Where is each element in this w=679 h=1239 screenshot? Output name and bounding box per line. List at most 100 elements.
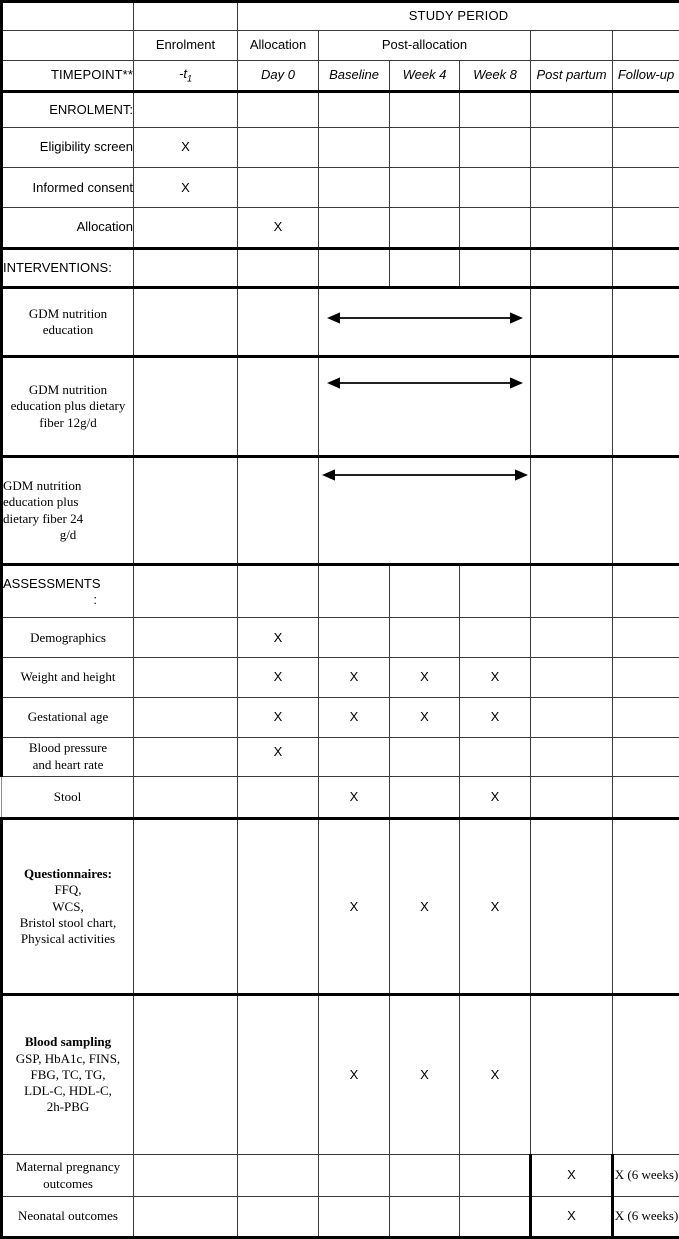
timepoint-enrolment-text: -t <box>179 66 187 82</box>
mark-allocation-allocation: X <box>237 207 319 250</box>
cell-maternal-baseline <box>318 1154 390 1198</box>
row-eligibility-screen: Eligibility screen X <box>0 126 679 169</box>
mark-maternal-follow-up: X (6 weeks) <box>610 1154 679 1198</box>
row-allocation: Allocation X <box>0 207 679 250</box>
mark-weight-week4: X <box>389 657 460 698</box>
row-section-assessments: ASSESSMENTS : <box>0 564 679 619</box>
cell-interventions-enrolment <box>133 247 238 288</box>
row-section-interventions: INTERVENTIONS: <box>0 247 679 288</box>
header-post-allocation: Post-allocation <box>318 29 531 62</box>
label-gestational-age: Gestational age <box>0 696 134 738</box>
cell-bp-baseline <box>318 736 390 777</box>
mark-weight-allocation: X <box>237 657 319 698</box>
double-arrow-icon <box>326 312 523 324</box>
intervention-2-line-2: education plus dietary <box>10 398 126 414</box>
mark-demographics-allocation: X <box>237 617 319 659</box>
cell-consent-allocation <box>237 167 319 209</box>
cell-enrolment-week8 <box>459 89 531 128</box>
label-neonatal-outcomes: Neonatal outcomes <box>0 1196 134 1239</box>
cell-int3-allocation <box>237 455 319 567</box>
arrow-intervention-3 <box>318 455 531 567</box>
cell-quest-enrolment <box>133 817 238 995</box>
cell-eligibility-allocation <box>237 126 319 169</box>
row-gestational-age: Gestational age X X X X <box>0 696 679 738</box>
cell-int1-post-partum <box>530 285 613 358</box>
cell-int1-enrolment <box>133 285 238 358</box>
cell-demographics-enrolment <box>133 617 238 659</box>
cell-bp-week8 <box>459 736 531 777</box>
maternal-line-2: outcomes <box>43 1175 93 1191</box>
cell-allocation-week8 <box>459 207 531 250</box>
timepoint-week8: Week 8 <box>459 60 531 93</box>
cell-maternal-enrolment <box>133 1154 238 1198</box>
cell-bp-week4 <box>389 736 460 777</box>
cell-interventions-week8 <box>459 247 531 288</box>
mark-gest-allocation: X <box>237 696 319 738</box>
intervention-1-line-2: education <box>42 321 94 337</box>
label-blood-sampling: Blood sampling GSP, HbA1c, FINS, FBG, TC… <box>0 992 134 1156</box>
mark-bp-allocation: X <box>237 736 319 777</box>
cell-maternal-allocation <box>237 1154 319 1198</box>
cell-blood-allocation <box>237 992 319 1156</box>
cell-int2-enrolment <box>133 355 238 458</box>
cell-assess-allocation <box>237 564 319 619</box>
cell-consent-post-partum <box>530 167 613 209</box>
arrow-intervention-2 <box>318 355 531 458</box>
blood-sampling-line-2: FBG, TC, TG, <box>30 1066 106 1082</box>
label-intervention-fiber12: GDM nutrition education plus dietary fib… <box>0 355 134 458</box>
cell-quest-allocation <box>237 817 319 995</box>
row-maternal-outcomes: Maternal pregnancy outcomes X X (6 weeks… <box>0 1154 679 1198</box>
maternal-line-1: Maternal pregnancy <box>15 1159 121 1175</box>
cell-demographics-post-partum <box>530 617 613 659</box>
cell-blood-enrolment <box>133 992 238 1156</box>
cell-consent-week4 <box>389 167 460 209</box>
header-blank-follow-up <box>611 29 679 62</box>
cell-weight-follow-up <box>611 657 679 698</box>
blood-pressure-line-1: Blood pressure <box>28 740 108 756</box>
cell-assess-week8 <box>459 564 531 619</box>
mark-quest-week4: X <box>389 817 460 995</box>
cell-blood-follow-up <box>611 992 679 1156</box>
cell-eligibility-week8 <box>459 126 531 169</box>
arrow-intervention-1 <box>318 285 531 358</box>
cell-stool-enrolment <box>133 775 238 820</box>
timepoint-week4: Week 4 <box>389 60 460 93</box>
cell-interventions-post-partum <box>530 247 613 288</box>
mark-consent-enrolment: X <box>133 167 238 209</box>
mark-maternal-post-partum: X <box>529 1154 613 1198</box>
cell-quest-post-partum <box>530 817 613 995</box>
cell-assess-enrolment <box>133 564 238 619</box>
label-questionnaires: Questionnaires: FFQ, WCS, Bristol stool … <box>0 817 134 995</box>
intervention-3-line-2: education plus <box>3 494 79 510</box>
questionnaires-title: Questionnaires: <box>24 866 112 882</box>
timepoint-baseline: Baseline <box>318 60 390 93</box>
cell-enrolment-follow-up <box>611 89 679 128</box>
label-maternal-outcomes: Maternal pregnancy outcomes <box>0 1154 134 1198</box>
mark-blood-baseline: X <box>318 992 390 1156</box>
blood-sampling-line-1: GSP, HbA1c, FINS, <box>15 1050 121 1066</box>
label-intervention-fiber24: GDM nutrition education plus dietary fib… <box>0 455 134 567</box>
cell-interventions-follow-up <box>611 247 679 288</box>
header-row-timepoints: TIMEPOINT** -t1 Day 0 Baseline Week 4 We… <box>0 60 679 93</box>
cell-allocation-follow-up <box>611 207 679 250</box>
cell-demographics-baseline <box>318 617 390 659</box>
label-demographics: Demographics <box>0 617 134 659</box>
cell-eligibility-week4 <box>389 126 460 169</box>
row-informed-consent: Informed consent X <box>0 167 679 209</box>
timepoint-follow-up: Follow-up <box>611 60 679 93</box>
cell-allocation-enrolment <box>133 207 238 250</box>
label-stool: Stool <box>1 775 134 820</box>
mark-quest-baseline: X <box>318 817 390 995</box>
questionnaires-line-4: Physical activities <box>20 931 116 947</box>
mark-weight-baseline: X <box>318 657 390 698</box>
mark-eligibility-enrolment: X <box>133 126 238 169</box>
cell-assess-follow-up <box>611 564 679 619</box>
intervention-2-line-1: GDM nutrition <box>28 382 108 398</box>
assessments-heading-colon: : <box>93 591 97 607</box>
timepoint-allocation: Day 0 <box>237 60 319 93</box>
cell-enrolment-baseline <box>318 89 390 128</box>
cell-int3-enrolment <box>133 455 238 567</box>
cell-neonatal-baseline <box>318 1196 390 1239</box>
label-blood-pressure: Blood pressure and heart rate <box>0 736 134 777</box>
cell-neonatal-week8 <box>459 1196 531 1239</box>
